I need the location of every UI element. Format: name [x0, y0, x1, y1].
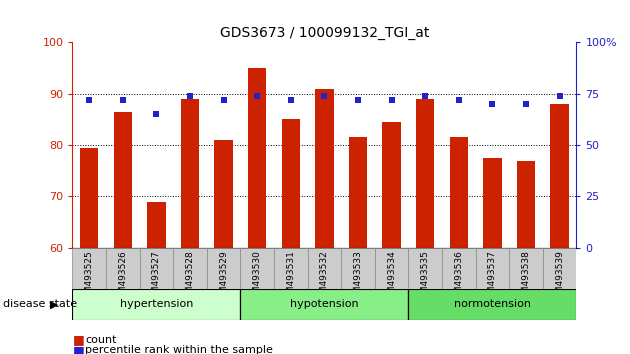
Bar — [416, 99, 435, 248]
Bar — [315, 89, 334, 248]
Bar — [241, 289, 408, 320]
Text: GSM493536: GSM493536 — [454, 250, 463, 305]
Text: GSM493528: GSM493528 — [186, 250, 195, 304]
Bar — [72, 289, 241, 320]
Bar — [241, 248, 274, 289]
Bar — [214, 140, 233, 248]
Bar — [106, 248, 140, 289]
Bar — [113, 112, 132, 248]
Bar — [382, 122, 401, 248]
Bar — [375, 248, 408, 289]
Text: count: count — [85, 335, 117, 345]
Text: GSM493530: GSM493530 — [253, 250, 261, 305]
Text: GSM493532: GSM493532 — [320, 250, 329, 304]
Text: disease state: disease state — [3, 299, 77, 309]
Text: GSM493539: GSM493539 — [555, 250, 564, 305]
Title: GDS3673 / 100099132_TGI_at: GDS3673 / 100099132_TGI_at — [220, 26, 429, 40]
Text: GSM493525: GSM493525 — [85, 250, 94, 304]
Bar — [307, 248, 341, 289]
Text: GSM493533: GSM493533 — [353, 250, 362, 305]
Bar — [173, 248, 207, 289]
Text: ■: ■ — [72, 344, 84, 354]
Bar — [282, 120, 300, 248]
Bar — [349, 137, 367, 248]
Bar — [80, 148, 98, 248]
Text: hypotension: hypotension — [290, 299, 358, 309]
Bar — [274, 248, 307, 289]
Text: GSM493529: GSM493529 — [219, 250, 228, 304]
Text: percentile rank within the sample: percentile rank within the sample — [85, 346, 273, 354]
Bar — [72, 248, 106, 289]
Bar — [476, 248, 509, 289]
Text: GSM493526: GSM493526 — [118, 250, 127, 304]
Text: GSM493535: GSM493535 — [421, 250, 430, 305]
Text: GSM493537: GSM493537 — [488, 250, 497, 305]
Bar — [543, 248, 576, 289]
Bar — [181, 99, 199, 248]
Bar — [140, 248, 173, 289]
Text: GSM493534: GSM493534 — [387, 250, 396, 304]
Bar — [483, 158, 501, 248]
Bar — [442, 248, 476, 289]
Bar — [248, 68, 266, 248]
Text: GSM493527: GSM493527 — [152, 250, 161, 304]
Bar — [408, 248, 442, 289]
Bar — [509, 248, 543, 289]
Bar — [341, 248, 375, 289]
Bar — [207, 248, 241, 289]
Text: ▶: ▶ — [50, 299, 59, 309]
Text: GSM493538: GSM493538 — [522, 250, 530, 305]
Bar — [551, 104, 569, 248]
Text: hypertension: hypertension — [120, 299, 193, 309]
Text: GSM493531: GSM493531 — [287, 250, 295, 305]
Bar — [147, 202, 166, 248]
Bar — [517, 161, 536, 248]
Bar — [450, 137, 468, 248]
Text: normotension: normotension — [454, 299, 531, 309]
Text: ■: ■ — [72, 333, 84, 346]
Bar — [408, 289, 576, 320]
